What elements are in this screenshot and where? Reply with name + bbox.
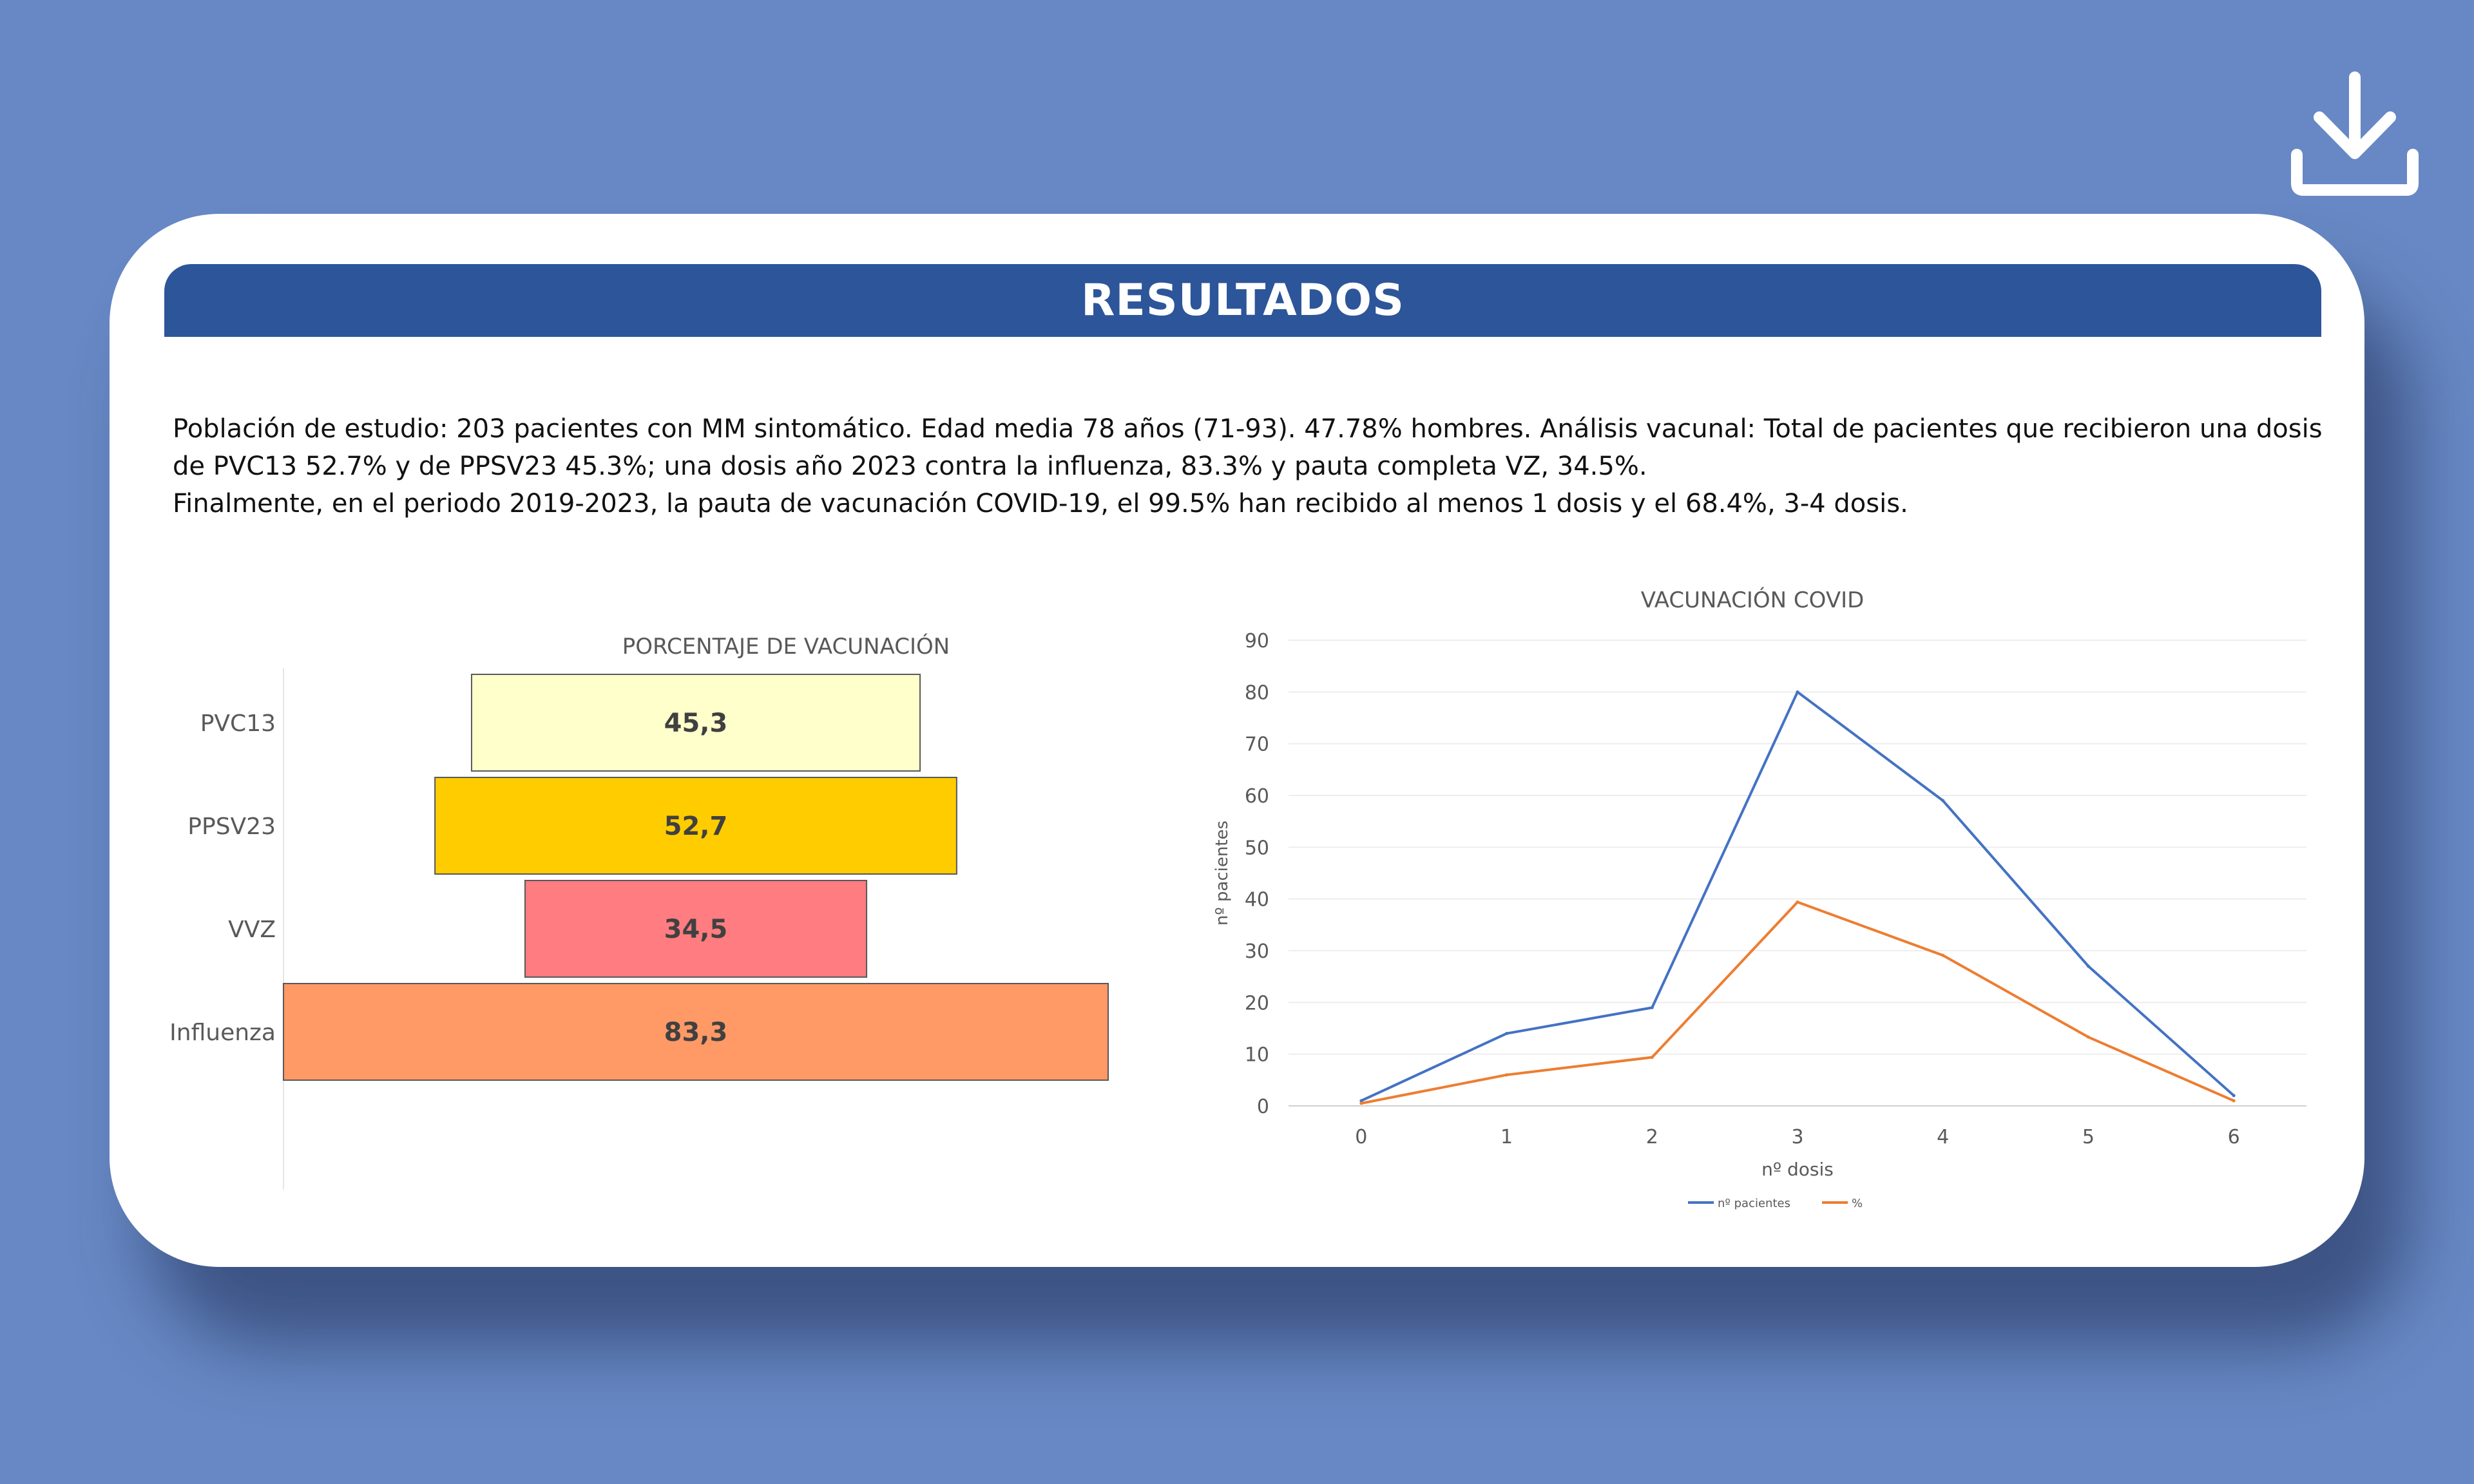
funnel-value-label: 45,3 (664, 709, 728, 738)
funnel-value-label: 34,5 (664, 915, 728, 944)
summary-line-2: Finalmente, en el periodo 2019-2023, la … (173, 489, 1908, 518)
covid-chart-title: VACUNACIÓN COVID (1640, 587, 1865, 613)
covid-legend-label-0: nº pacientes (1718, 1197, 1790, 1210)
covid-data-point (1941, 799, 1945, 803)
covid-x-axis-label: nº dosis (1761, 1159, 1834, 1180)
summary-line-1: Población de estudio: 203 pacientes con … (173, 414, 2323, 481)
covid-ytick-label: 60 (1245, 785, 1269, 808)
covid-ytick-label: 30 (1245, 940, 1269, 963)
covid-xtick-label: 3 (1791, 1126, 1803, 1148)
covid-data-point (1941, 953, 1945, 957)
funnel-category-label: PVC13 (200, 710, 276, 737)
covid-xtick-label: 6 (2228, 1126, 2240, 1148)
covid-ytick-label: 0 (1257, 1096, 1269, 1118)
covid-data-point (1796, 900, 1799, 904)
covid-data-point (1796, 690, 1799, 694)
covid-ytick-label: 50 (1245, 837, 1269, 859)
covid-ytick-label: 90 (1245, 630, 1269, 652)
funnel-category-label: VVZ (228, 917, 276, 943)
summary-text: Población de estudio: 203 pacientes con … (173, 410, 2344, 522)
funnel-value-label: 83,3 (664, 1018, 728, 1047)
covid-data-point (1650, 1055, 1654, 1059)
funnel-bar-influenza (283, 983, 1109, 1081)
covid-data-point (1359, 1099, 1363, 1103)
covid-ytick-label: 10 (1245, 1044, 1269, 1067)
covid-data-point (2086, 964, 2090, 968)
covid-data-point (1505, 1032, 1509, 1036)
covid-y-axis-label: nº pacientes (1213, 821, 1232, 926)
covid-ytick-label: 70 (1245, 734, 1269, 756)
funnel-category-label: Influenza (169, 1020, 276, 1046)
covid-data-point (2232, 1099, 2236, 1103)
covid-xtick-label: 1 (1501, 1126, 1513, 1148)
covid-line-chart: 0 10 20 30 40 50 60 70 80 90 0 1 2 3 4 5 6 nº dosis nº pac… (1213, 630, 2306, 1210)
funnel-bar-ppsv23 (434, 777, 957, 875)
funnel-chart: 45,3 PVC13 52,7 PPSV23 34,5 VVZ 83,3 Influenza (169, 668, 1109, 1190)
covid-ytick-label: 40 (1245, 889, 1269, 911)
results-card: RESULTADOS Población de estudio: 203 pac… (110, 214, 2364, 1267)
covid-data-point (1359, 1101, 1363, 1105)
covid-xtick-label: 0 (1355, 1126, 1367, 1148)
covid-legend-label-1: % (1852, 1197, 1863, 1210)
download-button[interactable] (2281, 64, 2429, 206)
funnel-bar-vvz (524, 880, 868, 978)
funnel-category-label: PPSV23 (187, 813, 276, 840)
page-title: RESULTADOS (1080, 275, 1405, 326)
covid-ytick-label: 80 (1245, 681, 1269, 704)
covid-data-point (1505, 1073, 1509, 1077)
funnel-value-label: 52,7 (664, 812, 728, 841)
covid-data-point (1650, 1005, 1654, 1009)
covid-xtick-label: 2 (1646, 1126, 1658, 1148)
download-icon (2291, 71, 2419, 196)
covid-xtick-label: 5 (2082, 1126, 2095, 1148)
covid-data-point (2086, 1035, 2090, 1039)
covid-xtick-label: 4 (1937, 1126, 1949, 1148)
results-banner: RESULTADOS (164, 264, 2321, 337)
covid-ytick-label: 20 (1245, 992, 1269, 1014)
funnel-bar-pvc13 (470, 674, 921, 772)
funnel-chart-title: PORCENTAJE DE VACUNACIÓN (622, 634, 950, 660)
covid-series-line-0 (1361, 690, 2235, 1102)
covid-data-point (2232, 1094, 2236, 1098)
